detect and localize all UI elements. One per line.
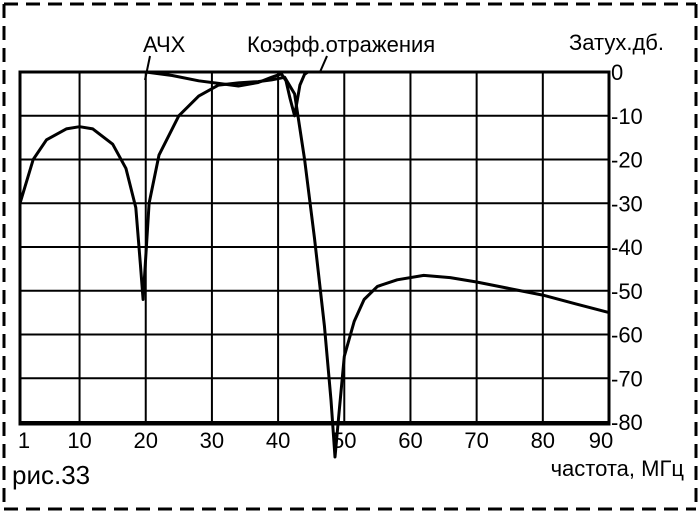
series-label-reflection: Коэфф.отражения: [247, 32, 435, 57]
series-line-freq-response: [18, 75, 611, 459]
series-label-reflection-leader: [319, 55, 328, 73]
x-tick-label: 1: [18, 428, 30, 453]
y-tick-label: -60: [611, 323, 643, 348]
y-tick-label: -50: [611, 279, 643, 304]
series-label-freq-response: АЧХ: [143, 32, 186, 57]
x-tick-label: 10: [67, 428, 91, 453]
y-tick-labels: 0 -10 -20 -30 -40 -50 -60 -70 -80: [611, 60, 643, 435]
x-tick-label: 80: [531, 428, 555, 453]
y-tick-label: -70: [611, 366, 643, 391]
series-line-reflection: [144, 70, 326, 118]
y-tick-label: -80: [611, 410, 643, 435]
y-tick-label: -40: [611, 235, 643, 260]
y-axis-label: Затух.дб.: [569, 30, 664, 55]
y-tick-label: 0: [611, 60, 623, 85]
series-label-freq-response-leader: [144, 55, 151, 81]
x-tick-label: 30: [200, 428, 224, 453]
x-tick-label: 60: [398, 428, 422, 453]
figure-label: рис.33: [12, 460, 90, 490]
grid: [20, 72, 609, 424]
x-tick-label: 40: [266, 428, 290, 453]
y-tick-label: -20: [611, 148, 643, 173]
x-tick-label: 20: [133, 428, 157, 453]
x-tick-label: 90: [589, 428, 613, 453]
y-tick-label: -30: [611, 191, 643, 216]
series-group: [18, 70, 611, 459]
x-axis-label: частота, МГц: [551, 456, 685, 481]
x-tick-label: 70: [464, 428, 488, 453]
x-tick-labels: 1 10 20 30 40 50 60 70 80 90: [18, 428, 613, 453]
y-tick-label: -10: [611, 104, 643, 129]
